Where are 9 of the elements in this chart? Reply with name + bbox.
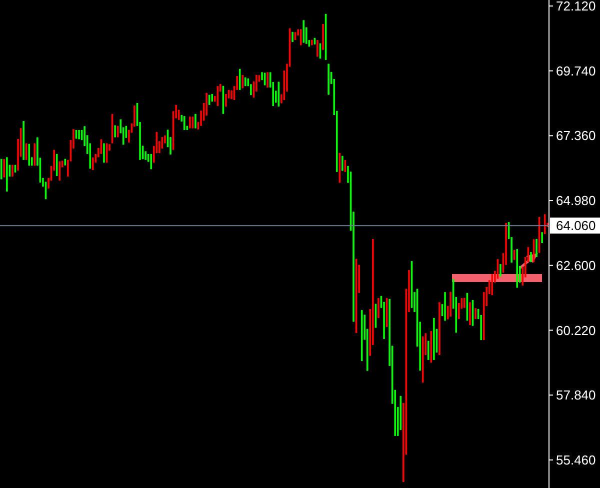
y-tick-label: 55.460 — [556, 452, 596, 468]
y-tick-label: 67.360 — [556, 128, 596, 144]
y-tick-label: 69.740 — [556, 63, 596, 78]
y-tick-label: 57.840 — [556, 388, 596, 403]
y-tick-label: 60.220 — [556, 322, 596, 338]
y-tick-label: 72.120 — [556, 0, 596, 14]
y-tick-label: 62.600 — [556, 258, 596, 273]
ref-line-label: 64.060 — [556, 218, 596, 234]
y-tick-label: 64.980 — [556, 193, 596, 208]
